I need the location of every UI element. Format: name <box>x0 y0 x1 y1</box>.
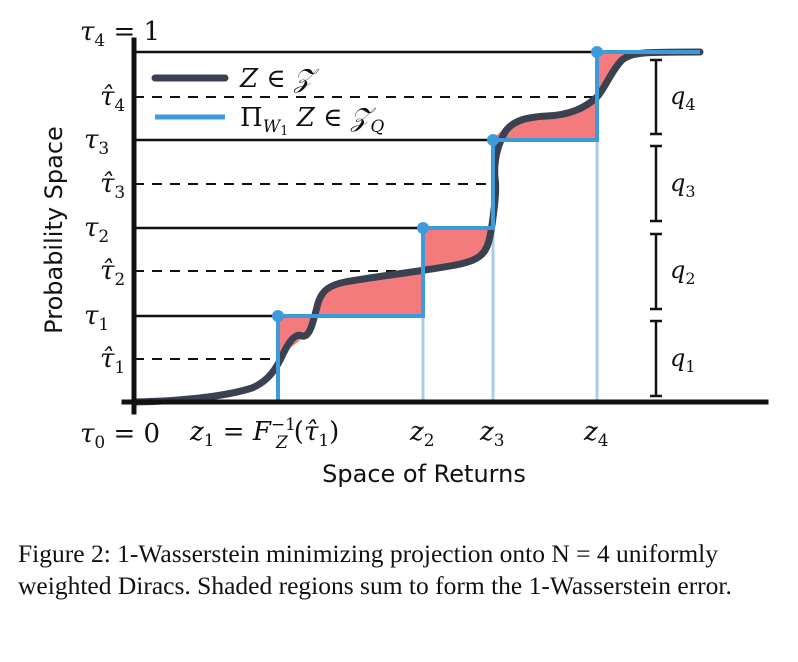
q3-label: q3 <box>670 169 696 201</box>
q1-label: q1 <box>670 344 696 376</box>
dirac-dot-1 <box>272 310 284 322</box>
z1-label: z1 = F−1 Z (τ̂1) <box>189 415 339 453</box>
legend: Z ∈ 𝒵 ΠW1 Z ∈ 𝒵Q <box>151 64 384 139</box>
tau-labels: τ4 = 1 τ3 τ2 τ1 τ0 = 0 <box>80 17 160 453</box>
tau3-label: τ3 <box>84 125 109 159</box>
z3-label: z3 <box>479 417 505 451</box>
tau-hat1-label: τ̂1 <box>100 344 125 378</box>
error-region-3 <box>423 228 493 271</box>
q4-bracket <box>650 58 662 136</box>
dirac-dot-3 <box>487 134 499 146</box>
figure-caption: Figure 2: 1-Wasserstein minimizing proje… <box>18 539 732 600</box>
tau-hat-labels: τ̂4 τ̂3 τ̂2 τ̂1 <box>100 82 125 378</box>
error-region-7 <box>597 52 650 97</box>
z2-label: z2 <box>409 417 435 451</box>
tau0-label: τ0 = 0 <box>80 419 160 453</box>
tau-hat2-label: τ̂2 <box>100 256 125 290</box>
q-brackets <box>650 58 662 398</box>
q3-bracket <box>650 144 662 223</box>
tau2-label: τ2 <box>84 213 109 247</box>
z-labels: z1 = F−1 Z (τ̂1) z2 z3 z4 <box>189 415 609 453</box>
z4-label: z4 <box>583 417 609 451</box>
q2-label: q2 <box>670 256 696 288</box>
dirac-dot-4 <box>591 46 603 58</box>
dirac-dot-2 <box>417 222 429 234</box>
q2-bracket <box>650 232 662 311</box>
q1-bracket <box>650 319 662 398</box>
tau-hat4-label: τ̂4 <box>100 82 125 116</box>
legend-proj-label: ΠW1 Z ∈ 𝒵Q <box>240 103 384 139</box>
cdf-curve <box>130 48 704 406</box>
x-axis-label: Space of Returns <box>322 460 526 488</box>
y-axis-label: Probability Space <box>40 126 68 334</box>
legend-cdf-label: Z ∈ 𝒵 <box>239 64 320 94</box>
q4-label: q4 <box>670 82 696 114</box>
projection-steps <box>276 50 700 402</box>
z-drop-lines <box>421 140 599 402</box>
tau4-label: τ4 = 1 <box>80 17 160 51</box>
wasserstein-diagram: q4 q3 q2 q1 τ4 = 1 τ3 τ2 τ1 τ0 = 0 τ̂4 τ… <box>40 17 769 488</box>
q-labels: q4 q3 q2 q1 <box>670 82 696 376</box>
axes <box>121 37 769 415</box>
tau1-label: τ1 <box>84 301 109 335</box>
tau-hat-lines <box>134 96 597 360</box>
projection-dots <box>272 46 603 322</box>
error-region-2 <box>313 271 423 316</box>
tau-hat3-label: τ̂3 <box>100 169 125 203</box>
